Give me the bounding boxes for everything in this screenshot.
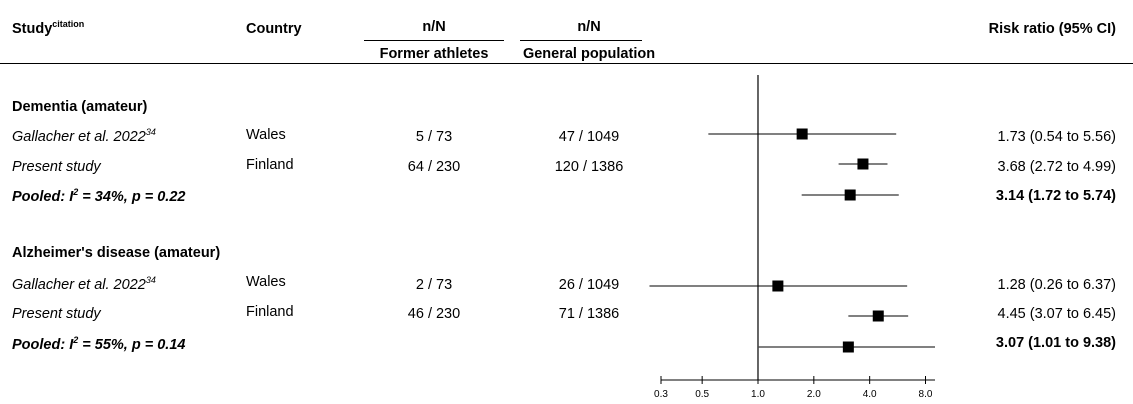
- pooled-label: Pooled: I2 = 55%, p = 0.14: [12, 336, 185, 354]
- study-population-nn: 120 / 1386: [554, 159, 624, 175]
- pooled-risk-ratio: 3.14 (1.72 to 5.74): [995, 188, 1116, 204]
- x-axis-tick-label: 1.0: [751, 389, 765, 400]
- study-risk-ratio: 1.73 (0.54 to 5.56): [997, 129, 1117, 145]
- pooled-risk-ratio: 3.07 (1.01 to 9.38): [995, 335, 1116, 351]
- study-population-nn: 26 / 1049: [558, 277, 620, 293]
- study-name: Present study: [12, 159, 101, 175]
- pooled-label-sup: 2: [73, 187, 79, 198]
- study-athletes-nn: 46 / 230: [407, 306, 461, 322]
- study-risk-ratio: 1.28 (0.26 to 6.37): [997, 277, 1117, 293]
- header-athletes-rule: [364, 40, 504, 41]
- study-name: Gallacher et al. 202234: [12, 128, 156, 146]
- study-citation: 34: [145, 127, 156, 138]
- pooled-label-pre: Pooled: I: [12, 337, 74, 353]
- pooled-label-sup: 2: [73, 335, 79, 346]
- header-study-label: Study: [12, 21, 53, 37]
- study-risk-ratio: 4.45 (3.07 to 6.45): [997, 306, 1117, 322]
- study-athletes-nn: 5 / 73: [415, 129, 453, 145]
- x-axis-tick-label: 4.0: [863, 389, 877, 400]
- point-estimate: [844, 189, 856, 201]
- point-estimate: [872, 310, 884, 322]
- header-study: Studycitation: [12, 20, 84, 38]
- study-name: Gallacher et al. 202234: [12, 276, 156, 294]
- header-population-rule: [520, 40, 642, 41]
- header-country: Country: [246, 21, 302, 37]
- study-athletes-nn: 2 / 73: [415, 277, 453, 293]
- study-risk-ratio: 3.68 (2.72 to 4.99): [997, 159, 1117, 175]
- point-estimate: [772, 280, 784, 292]
- header-study-sup: citation: [52, 19, 85, 30]
- header-population-nn: n/N: [577, 19, 601, 35]
- pooled-label-post: = 34%, p = 0.22: [78, 189, 186, 205]
- study-country: Finland: [246, 304, 294, 320]
- header-athletes-label: Former athletes: [379, 46, 489, 62]
- study-country: Wales: [246, 274, 286, 290]
- header-population-label: General population: [522, 46, 656, 62]
- x-axis-tick-label: 8.0: [919, 389, 933, 400]
- pooled-label-pre: Pooled: I: [12, 189, 74, 205]
- point-estimate: [796, 128, 808, 140]
- point-estimate: [857, 158, 869, 170]
- study-name: Present study: [12, 306, 101, 322]
- study-citation: 34: [145, 275, 156, 286]
- group-title: Alzheimer's disease (amateur): [12, 245, 221, 261]
- study-population-nn: 71 / 1386: [558, 306, 620, 322]
- header-risk-ratio: Risk ratio (95% CI): [988, 21, 1116, 37]
- group-title: Dementia (amateur): [12, 99, 148, 115]
- study-country: Wales: [246, 127, 286, 143]
- pooled-label-post: = 55%, p = 0.14: [78, 337, 186, 353]
- study-name-text: Gallacher et al. 2022: [12, 129, 146, 145]
- header-athletes-nn: n/N: [422, 19, 446, 35]
- study-name-text: Gallacher et al. 2022: [12, 277, 146, 293]
- x-axis-tick-label: 0.3: [654, 389, 668, 400]
- pooled-label: Pooled: I2 = 34%, p = 0.22: [12, 188, 185, 206]
- header-divider: [0, 63, 1133, 64]
- study-country: Finland: [246, 157, 294, 173]
- study-population-nn: 47 / 1049: [558, 129, 620, 145]
- study-athletes-nn: 64 / 230: [407, 159, 461, 175]
- x-axis-tick-label: 2.0: [807, 389, 821, 400]
- point-estimate: [842, 341, 854, 353]
- x-axis-tick-label: 0.5: [695, 389, 709, 400]
